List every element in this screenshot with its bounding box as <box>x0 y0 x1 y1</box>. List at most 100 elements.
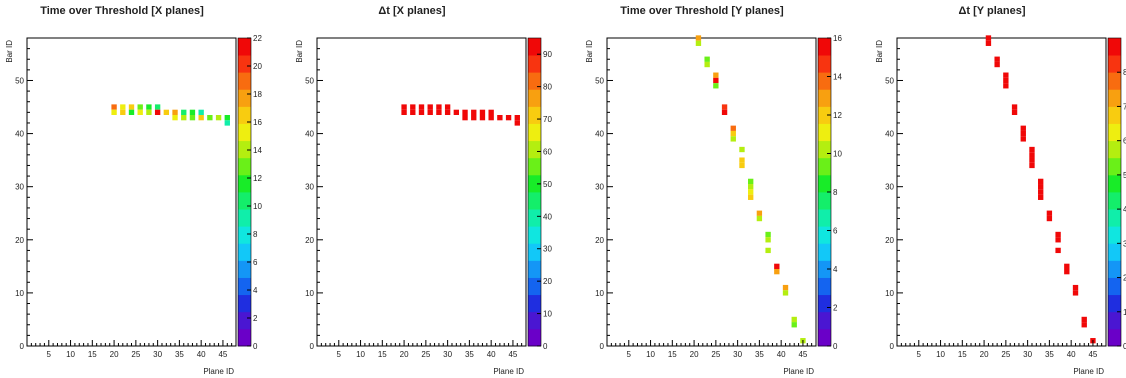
data-cell <box>215 115 222 121</box>
x-tick-label: 20 <box>980 350 989 359</box>
data-cell <box>713 72 719 78</box>
plot-frame <box>26 37 237 347</box>
chart-tot-y: Time over Threshold [Y planes]5 10 15 20 25 3… <box>585 5 842 376</box>
data-cell <box>453 109 460 115</box>
colorbar-band <box>528 260 541 278</box>
colorbar-band <box>1108 55 1121 73</box>
data-cell <box>207 115 213 121</box>
data-cell <box>748 184 754 190</box>
chart-dt-y: Δt [Y planes]5 10 15 20 25 30 35 40 450102030405… <box>875 5 1126 376</box>
y-axis-title: Bar ID <box>295 40 304 63</box>
colorbar-band <box>238 157 251 176</box>
data-cell <box>181 109 187 115</box>
x-tick-label: 10 <box>936 350 945 359</box>
data-cell <box>172 109 178 115</box>
colorbar-tick-label: 18 <box>253 90 262 99</box>
x-tick-label: 40 <box>487 350 496 359</box>
colorbar-tick-label: 10 <box>253 202 262 211</box>
colorbar-band <box>1108 123 1121 142</box>
data-cell <box>497 115 503 121</box>
colorbar-tick-label: 8 <box>833 188 838 197</box>
panel-dt-y: Δt [Y planes] 5 10 15 20 25 30 35 40 45 0 10 20 30 40 5… <box>870 0 1126 378</box>
colorbar-tick-label: 6 <box>253 258 258 267</box>
x-tick-label: 45 <box>508 350 517 359</box>
data-cell <box>774 263 780 269</box>
colorbar-tick-label: 40 <box>543 212 552 221</box>
plot-frame <box>316 37 527 347</box>
colorbar-band <box>818 209 831 227</box>
colorbar-tick-label: 2 <box>833 304 838 313</box>
colorbar-band <box>238 294 251 313</box>
data-cell <box>189 115 196 121</box>
colorbar-tick-label: 2 <box>1123 274 1126 283</box>
data-cell <box>748 194 754 200</box>
y-tick-label: 10 <box>595 289 604 298</box>
data-cell <box>154 109 161 115</box>
colorbar-band <box>1108 209 1121 227</box>
colorbar-tick-label: 5 <box>1123 171 1126 180</box>
colorbar-tick-label: 20 <box>253 62 262 71</box>
plot-frame <box>606 37 817 347</box>
colorbar-band <box>818 38 831 56</box>
colorbar-tick-label: 8 <box>253 230 258 239</box>
y-tick-label: 40 <box>15 130 24 139</box>
data-cell <box>418 104 425 110</box>
data-cell <box>739 157 745 163</box>
y-tick-label: 40 <box>595 130 604 139</box>
colorbar-tick-label: 12 <box>833 111 842 120</box>
colorbar-band <box>1108 140 1121 159</box>
colorbar-band <box>818 123 831 142</box>
colorbar-band <box>1108 38 1121 56</box>
colorbar-tick-label: 1 <box>1123 308 1126 317</box>
data-cell <box>146 104 152 110</box>
data-cell <box>189 109 196 115</box>
data-cell <box>1038 194 1044 200</box>
data-cell <box>1046 215 1053 222</box>
colorbar-band <box>1108 174 1121 193</box>
data-cell <box>1046 210 1053 216</box>
y-tick-label: 40 <box>885 130 894 139</box>
data-cell <box>505 115 512 121</box>
colorbar-tick-label: 2 <box>253 314 258 323</box>
data-cell <box>198 115 204 121</box>
colorbar-band <box>818 106 831 124</box>
y-tick-label: 40 <box>305 130 314 139</box>
data-cell <box>436 104 442 110</box>
panel-tot-x: Time over Threshold [X planes] 5 10 15 20 25 3… <box>0 0 281 378</box>
colorbar-band <box>1108 277 1121 296</box>
colorbar-band <box>1108 192 1121 210</box>
colorbar-band <box>1108 106 1121 124</box>
colorbar-frame <box>1107 37 1122 347</box>
colorbar-tick-label: 3 <box>1123 239 1126 248</box>
colorbar-band <box>238 192 251 210</box>
colorbar-tick-label: 0 <box>833 342 838 351</box>
data-cell <box>782 290 789 296</box>
data-cell <box>1029 162 1035 169</box>
x-tick-label: 15 <box>668 350 677 359</box>
panel-dt-x: Δt [X planes] 5 10 15 20 25 30 35 40 45 0 10 20 30 40 5… <box>290 0 571 378</box>
data-cell <box>1003 77 1009 84</box>
data-cell <box>514 115 520 121</box>
data-cell <box>1064 263 1070 269</box>
x-axis-title: Plane ID <box>493 367 524 376</box>
x-tick-label: 25 <box>1001 350 1010 359</box>
colorbar-band <box>818 226 831 244</box>
y-tick-label: 10 <box>15 289 24 298</box>
colorbar-tick-label: 4 <box>1123 205 1126 214</box>
data-cell <box>748 189 754 195</box>
colorbar-band <box>528 55 541 73</box>
colorbar-tick-label: 16 <box>253 118 262 127</box>
colorbar-tick-label: 70 <box>543 115 552 124</box>
colorbar-band <box>238 243 251 261</box>
data-cell <box>410 109 416 115</box>
colorbar-tick-label: 14 <box>833 73 842 82</box>
data-cell <box>1055 237 1061 243</box>
data-cell <box>488 109 494 115</box>
y-tick-label: 50 <box>15 76 24 85</box>
colorbar-band <box>1108 89 1121 107</box>
data-cell <box>695 40 702 46</box>
x-tick-label: 10 <box>356 350 365 359</box>
x-axis-title: Plane ID <box>783 367 814 376</box>
data-cell <box>224 115 230 121</box>
colorbar-band <box>818 260 831 278</box>
